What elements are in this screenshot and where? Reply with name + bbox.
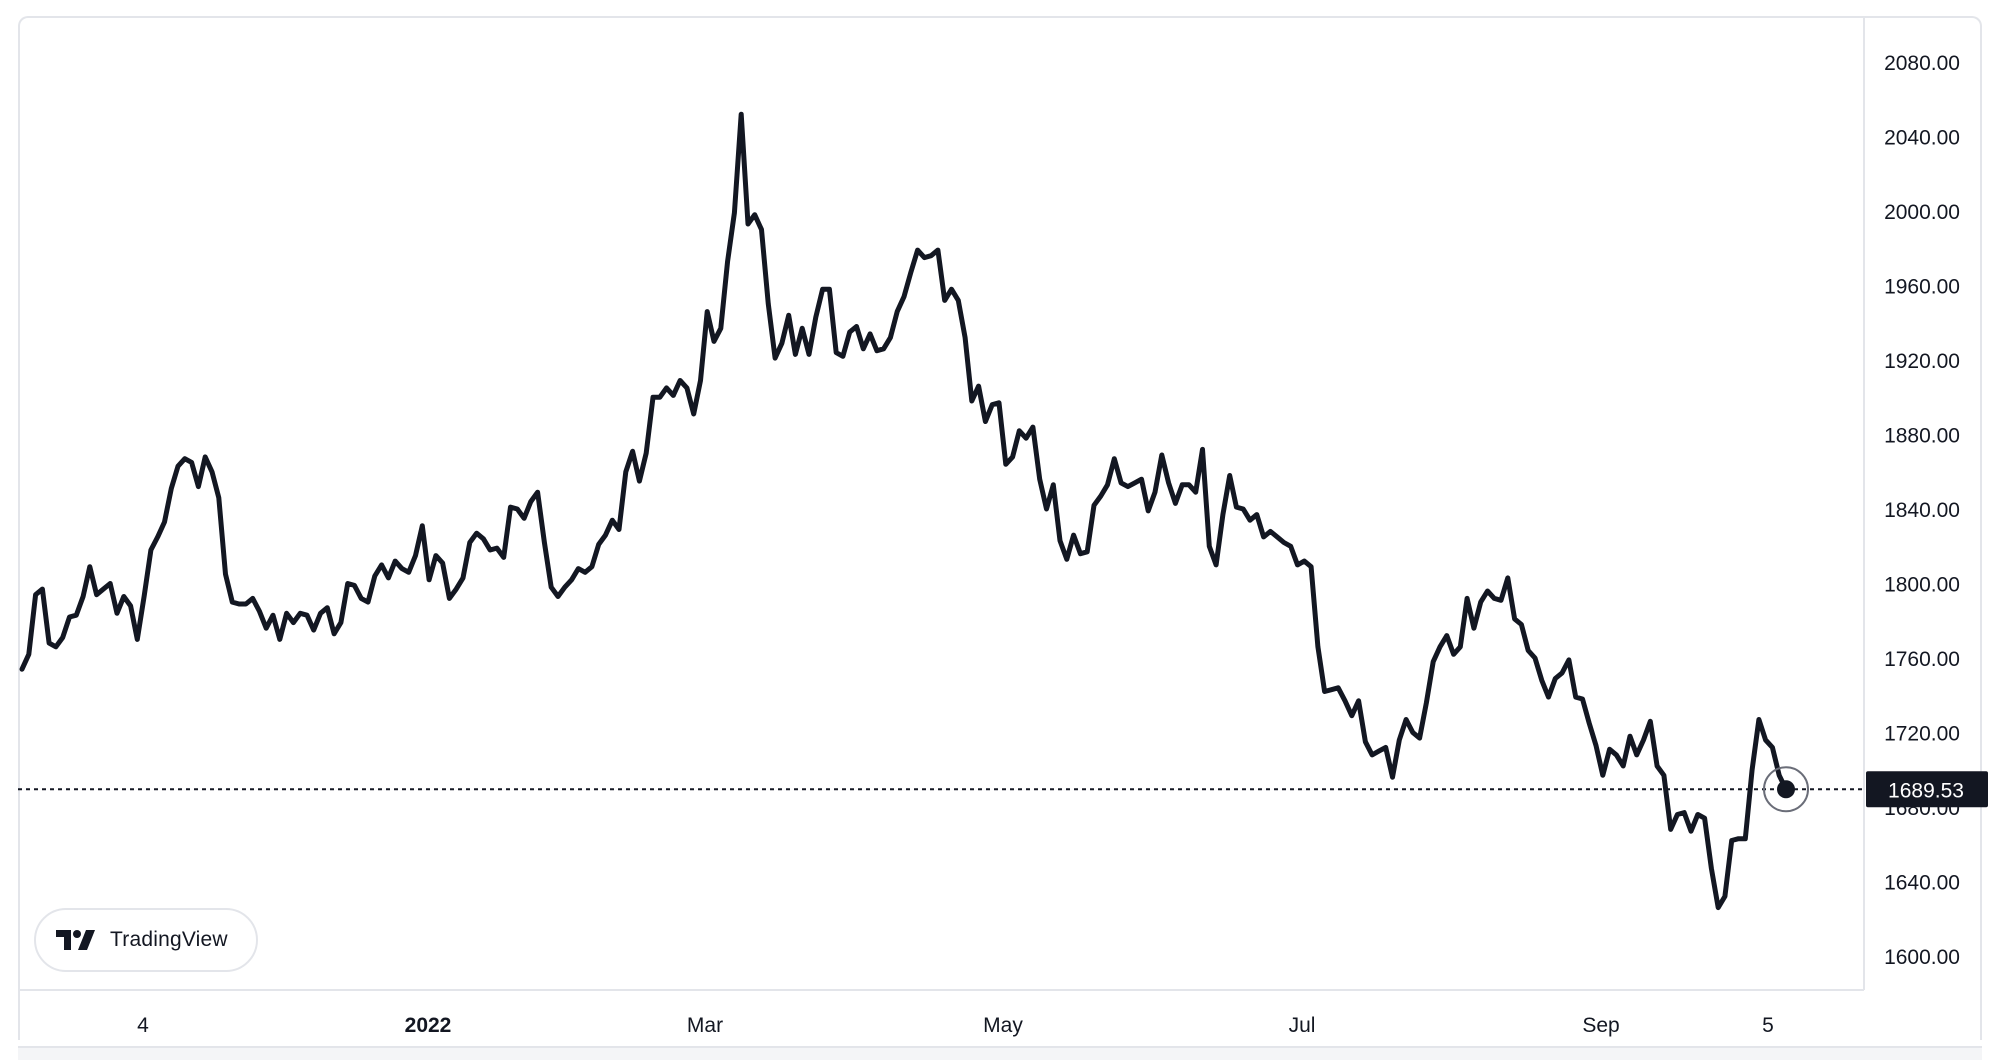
price-tick-label: 1960.00	[1884, 276, 1960, 299]
chart-frame	[18, 16, 1982, 1040]
time-scale[interactable]: 4 2022 Mar May Jul Sep 5	[137, 1014, 1774, 1037]
price-tick-label: 1720.00	[1884, 723, 1960, 746]
price-tick-label: 1840.00	[1884, 499, 1960, 522]
price-tick-label: 1920.00	[1884, 350, 1960, 373]
tradingview-logo-icon	[56, 930, 95, 950]
last-point-ring	[1763, 766, 1809, 813]
tradingview-attribution[interactable]: TradingView	[34, 908, 258, 972]
price-tick-label: 1800.00	[1884, 574, 1960, 597]
series-line	[19, 111, 1789, 911]
last-price-label: 1689.53	[1866, 771, 1988, 808]
tradingview-brand-text: TradingView	[110, 928, 228, 951]
time-tick-label: 2022	[405, 1014, 452, 1037]
last-point-marker[interactable]	[1777, 780, 1795, 799]
price-tick-label: 1640.00	[1884, 872, 1960, 895]
price-tick-label: 2080.00	[1884, 52, 1960, 75]
price-scale[interactable]: 2080.00 2040.00 2000.00 1960.00 1920.00 1880.…	[1884, 52, 1960, 969]
bottom-toolbar-strip	[18, 1046, 1982, 1060]
time-tick-label: Jul	[1289, 1014, 1316, 1037]
price-tick-label: 2000.00	[1884, 201, 1960, 224]
time-tick-label: 5	[1762, 1014, 1774, 1037]
time-tick-label: Mar	[687, 1014, 723, 1037]
time-tick-label: Sep	[1582, 1014, 1619, 1037]
price-tick-label: 1600.00	[1884, 946, 1960, 969]
time-tick-label: May	[983, 1014, 1023, 1037]
price-tick-label: 2040.00	[1884, 127, 1960, 150]
time-tick-label: 4	[137, 1014, 149, 1037]
price-tick-label: 1880.00	[1884, 425, 1960, 448]
price-tick-label: 1760.00	[1884, 648, 1960, 671]
last-price-value: 1689.53	[1888, 779, 1964, 802]
